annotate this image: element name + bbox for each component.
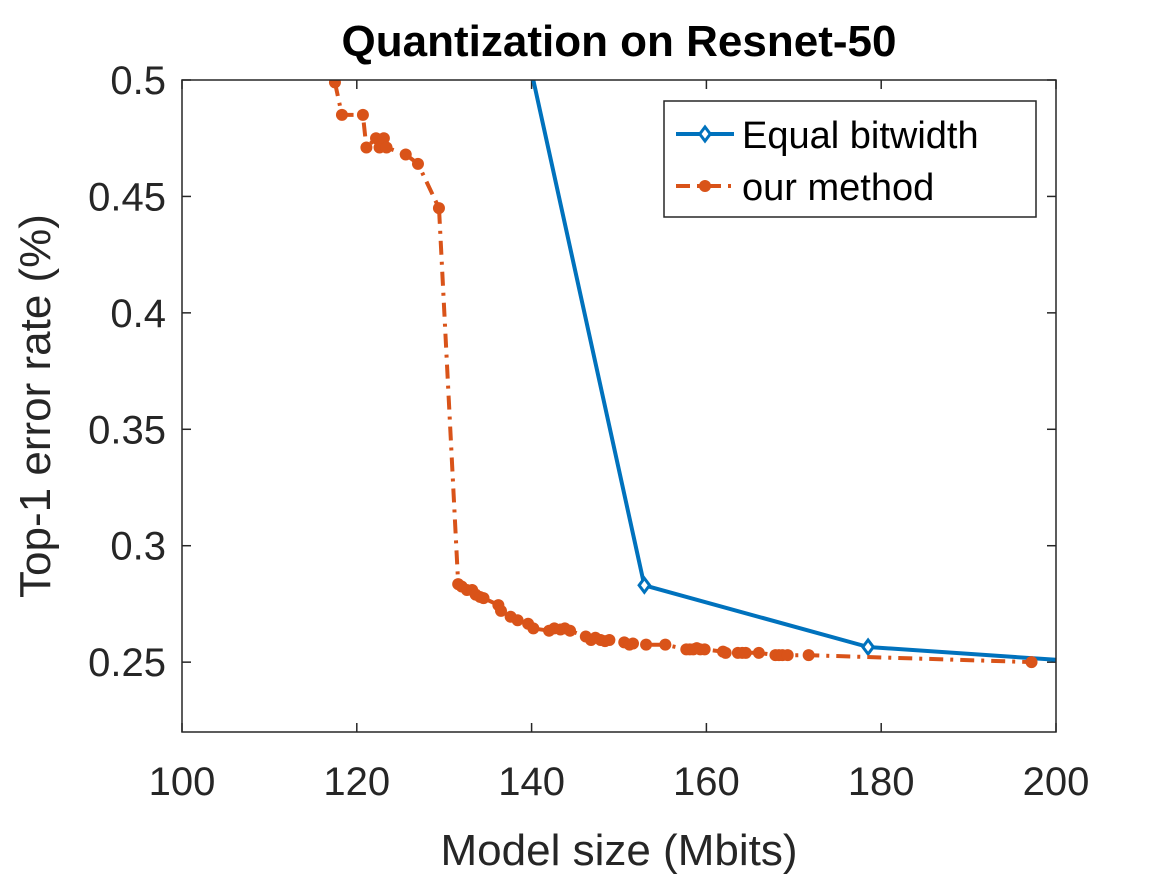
data-point-our-method <box>432 202 445 215</box>
y-tick-label: 0.3 <box>110 525 166 569</box>
data-point-our-method <box>781 649 794 662</box>
data-point-our-method <box>719 646 732 659</box>
legend-box <box>663 100 1037 218</box>
data-point-our-method <box>380 141 393 154</box>
y-tick-label: 0.35 <box>88 408 166 452</box>
data-point-our-method <box>495 604 508 617</box>
y-axis-label: Top-1 error rate (%) <box>11 214 60 598</box>
y-tick-label: 0.45 <box>88 175 166 219</box>
data-point-our-method <box>511 614 524 627</box>
data-point-our-method <box>477 592 490 605</box>
x-axis-label: Model size (Mbits) <box>441 826 798 875</box>
data-point-our-method <box>1025 656 1038 669</box>
data-point-our-method <box>739 646 752 659</box>
data-point-our-method <box>335 108 348 121</box>
data-point-equal-bitwidth <box>637 575 652 595</box>
legend-marker-equal-bitwidth <box>697 124 713 144</box>
data-point-equal-bitwidth <box>860 637 876 657</box>
data-point-our-method <box>626 637 639 650</box>
legend-label-equal-bitwidth: Equal bitwidth <box>742 115 979 157</box>
data-point-our-method <box>377 132 390 145</box>
data-point-our-method <box>659 638 672 651</box>
y-tick-label: 0.4 <box>110 292 166 336</box>
x-tick-label: 200 <box>1023 760 1090 804</box>
data-point-our-method <box>399 148 412 161</box>
data-point-our-method <box>411 157 424 170</box>
x-tick-label: 140 <box>498 760 565 804</box>
data-point-our-method <box>698 643 711 656</box>
legend-marker-our-method <box>699 180 711 192</box>
legend-label-our-method: our method <box>742 167 934 209</box>
data-point-our-method <box>564 624 577 637</box>
x-tick-label: 160 <box>673 760 740 804</box>
data-point-our-method <box>328 80 341 89</box>
x-tick-label: 100 <box>149 760 216 804</box>
data-point-our-method <box>640 638 653 651</box>
y-tick-label: 0.25 <box>88 641 166 685</box>
series-line-our-method <box>332 81 1032 665</box>
data-point-our-method <box>603 634 616 647</box>
data-point-our-method <box>360 141 373 154</box>
data-point-our-method <box>802 649 815 662</box>
data-point-our-method <box>527 622 540 635</box>
x-tick-label: 120 <box>323 760 390 804</box>
x-tick-label: 180 <box>848 760 915 804</box>
data-point-our-method <box>356 108 369 121</box>
data-point-our-method <box>752 646 765 659</box>
y-tick-label: 0.5 <box>110 59 166 103</box>
legend: Equal bitwidth our method <box>663 100 1037 218</box>
series-line-equal-bitwidth <box>531 80 1056 662</box>
plot-frame <box>181 79 1057 733</box>
chart-title: Quantization on Resnet-50 <box>342 17 897 66</box>
